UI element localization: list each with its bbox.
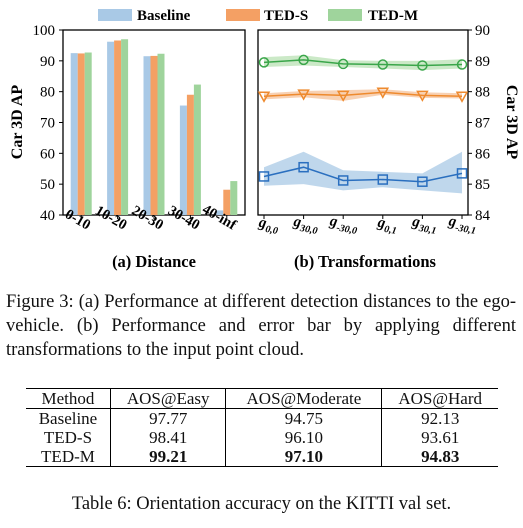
y-tick-label: 88 xyxy=(475,85,490,101)
point-baseline xyxy=(258,171,270,182)
table-cell: 92.13 xyxy=(421,409,460,428)
table-cell: 96.10 xyxy=(225,428,383,447)
legend: Baseline TED-S TED-M xyxy=(98,8,418,24)
series-line-ted-s xyxy=(263,91,463,98)
point-ted-m xyxy=(456,59,468,70)
bar-baseline xyxy=(70,53,78,215)
error-band-ted-s xyxy=(264,89,462,101)
error-band-ted-m xyxy=(264,55,462,71)
series-line-baseline xyxy=(263,166,463,183)
bar-ted-s xyxy=(186,94,194,215)
x-tick-label: g-30,0 xyxy=(327,213,359,237)
table-header-aos-easy: AOS@Easy xyxy=(110,388,227,409)
bar-ted-m xyxy=(157,53,165,215)
table-cell: 94.83 xyxy=(381,447,498,467)
y-tick-label: 80 xyxy=(40,85,55,101)
bar-ted-s xyxy=(150,55,158,216)
legend-label-baseline: Baseline xyxy=(137,8,191,24)
transformations-chart-title: (b) Transformations xyxy=(294,252,437,271)
point-baseline xyxy=(337,175,349,186)
distance-chart-ylabel: Car 3D AP xyxy=(9,85,26,160)
error-band-baseline xyxy=(264,151,462,194)
table-caption: Table 6: Orientation accuracy on the KIT… xyxy=(71,494,452,514)
y-tick-label: 90 xyxy=(475,23,490,39)
y-tick-label: 90 xyxy=(40,54,55,70)
table-cell: 93.61 xyxy=(421,428,460,447)
transformations-chart-ylabel: Car 3D AP xyxy=(503,85,520,160)
results-table: Method AOS@Easy AOS@Moderate AOS@Hard Ba… xyxy=(26,388,498,467)
y-tick-label: 70 xyxy=(40,116,55,132)
table-header-aos-moderate: AOS@Moderate xyxy=(225,388,383,409)
table-cell: 99.21 xyxy=(110,447,227,467)
point-ted-m xyxy=(377,59,389,70)
table-header-row: Method AOS@Easy AOS@Moderate AOS@Hard xyxy=(26,388,498,409)
table-cell: Baseline xyxy=(26,408,111,428)
y-tick-label: 40 xyxy=(40,208,55,224)
bar-ted-m xyxy=(121,39,129,215)
x-tick-label: g-30,1 xyxy=(446,213,478,237)
point-baseline xyxy=(298,161,309,173)
legend-swatch-ted-m xyxy=(328,9,362,21)
y-tick-label: 86 xyxy=(475,146,491,162)
figure-3: Baseline TED-S TED-M 4050607080901000-10… xyxy=(9,8,520,271)
bar-baseline xyxy=(107,41,115,215)
bar-ted-s xyxy=(114,40,122,215)
point-baseline xyxy=(456,168,468,179)
x-tick-label: g30,0 xyxy=(291,214,320,237)
legend-swatch-ted-s xyxy=(226,9,260,21)
table-row: TED-S 98.41 96.10 93.61 xyxy=(26,428,498,447)
y-tick-label: 84 xyxy=(475,208,491,224)
bar-ted-m xyxy=(84,52,92,216)
bar-ted-s xyxy=(77,53,85,215)
y-tick-label: 87 xyxy=(475,116,491,132)
table-header-aos-hard: AOS@Hard xyxy=(381,388,498,409)
bar-ted-s xyxy=(223,189,231,215)
table-header-method: Method xyxy=(26,388,111,409)
y-tick-label: 85 xyxy=(475,177,490,193)
bar-baseline xyxy=(179,105,187,215)
figure-caption: Figure 3: (a) Performance at different d… xyxy=(6,292,516,360)
point-ted-s xyxy=(376,87,390,99)
table-cell: TED-S xyxy=(26,428,111,447)
bar-baseline xyxy=(143,56,151,216)
y-tick-label: 100 xyxy=(33,23,56,39)
point-baseline xyxy=(417,176,428,187)
point-ted-s xyxy=(336,90,350,102)
bar-ted-m xyxy=(193,84,201,215)
bar-baseline xyxy=(216,210,224,215)
y-tick-label: 89 xyxy=(475,54,490,70)
point-ted-s xyxy=(257,91,271,103)
series-line-ted-m xyxy=(263,59,463,67)
table-cell: TED-M xyxy=(26,447,111,467)
legend-label-ted-m: TED-M xyxy=(368,8,418,24)
point-ted-s xyxy=(455,91,469,103)
point-baseline xyxy=(377,174,389,185)
table-row: TED-M 99.21 97.10 94.83 xyxy=(26,447,498,467)
table-cell: 94.75 xyxy=(225,408,383,428)
point-ted-m xyxy=(417,60,428,71)
point-ted-m xyxy=(258,57,270,68)
legend-swatch-baseline xyxy=(98,9,132,21)
point-ted-m xyxy=(298,54,309,66)
table-row: Baseline 97.77 94.75 92.13 xyxy=(26,408,498,428)
y-tick-label: 50 xyxy=(40,177,55,193)
x-tick-label: g0,1 xyxy=(375,215,399,237)
y-tick-label: 60 xyxy=(40,146,55,162)
legend-label-ted-s: TED-S xyxy=(264,8,308,24)
table-cell: 97.77 xyxy=(110,408,227,428)
point-ted-s xyxy=(416,90,429,102)
x-tick-label: g0,0 xyxy=(256,215,280,237)
point-ted-s xyxy=(297,89,310,101)
x-tick-label: g30,1 xyxy=(410,214,439,237)
distance-chart-title: (a) Distance xyxy=(112,252,196,271)
table-cell: 98.41 xyxy=(110,428,227,447)
table-cell: 97.10 xyxy=(225,447,383,467)
transformations-line-chart: 84 85 86 87 88 89 90 g0,0 g30,0 g-30,0 g0,1 g30,1 g-… xyxy=(256,23,491,237)
bar-ted-m xyxy=(230,181,238,215)
point-ted-m xyxy=(337,58,349,70)
